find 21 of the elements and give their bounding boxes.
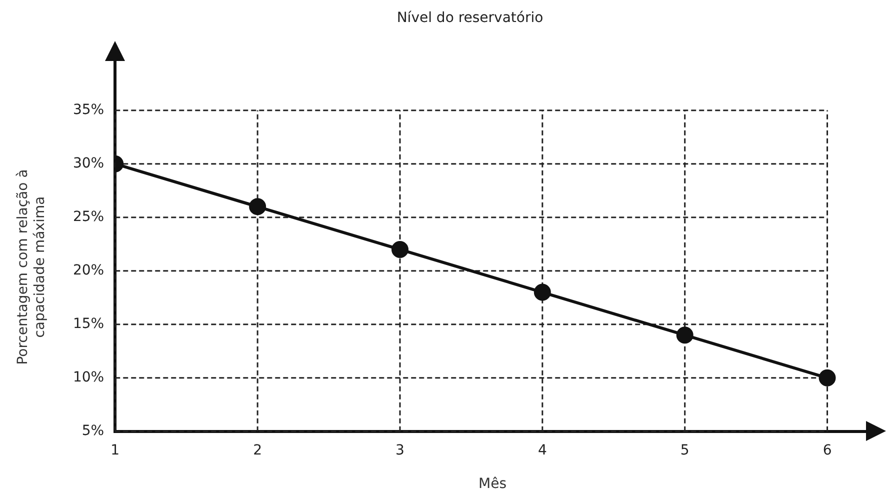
y-tick-label: 25% <box>72 208 104 225</box>
point <box>391 240 408 258</box>
x-tick-label: 6 <box>822 442 832 458</box>
point <box>249 198 266 216</box>
point <box>676 326 694 344</box>
y-tick-label: 30% <box>72 155 104 172</box>
y-tick-label: 10% <box>72 370 104 386</box>
y-axis-title: Porcentagem com relação à capacidade máxima <box>15 168 49 367</box>
point <box>534 284 551 301</box>
y-tick-label: 20% <box>72 262 104 278</box>
x-tick-label: 1 <box>110 442 120 458</box>
point <box>818 369 836 386</box>
x-tick-label: 2 <box>253 442 262 458</box>
x-tick-label: 5 <box>680 442 690 458</box>
y-tick-label: 5% <box>82 423 104 440</box>
y-tick-label: 15% <box>72 316 104 332</box>
chart-title: Nível do reservatório <box>396 10 544 26</box>
x-tick-label: 4 <box>538 442 547 458</box>
x-axis-title: Mês <box>478 476 507 492</box>
y-tick-label: 35% <box>72 102 104 118</box>
x-tick-label: 3 <box>396 442 404 458</box>
